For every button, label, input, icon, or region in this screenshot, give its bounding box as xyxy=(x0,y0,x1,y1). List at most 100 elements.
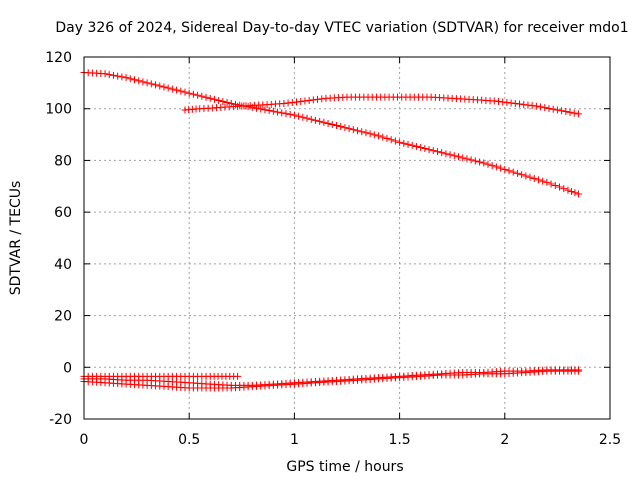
data-point xyxy=(570,109,578,117)
data-point xyxy=(109,71,117,79)
data-point xyxy=(471,157,479,165)
data-point xyxy=(446,151,454,159)
data-point xyxy=(293,98,301,106)
data-point xyxy=(173,86,181,94)
data-point xyxy=(307,115,315,123)
data-point xyxy=(345,125,353,133)
data-point xyxy=(522,172,530,180)
data-point xyxy=(269,107,277,115)
data-point xyxy=(370,131,378,139)
chart-title: Day 326 of 2024, Sidereal Day-to-day VTE… xyxy=(55,20,628,36)
data-point xyxy=(309,96,317,104)
data-point xyxy=(299,113,307,121)
data-point xyxy=(375,132,383,140)
data-point xyxy=(545,104,553,112)
data-point xyxy=(417,144,425,151)
data-point xyxy=(507,99,515,107)
data-point xyxy=(425,146,433,154)
data-point xyxy=(562,108,570,116)
data-point xyxy=(400,139,408,147)
data-point xyxy=(408,141,416,149)
data-point xyxy=(341,124,349,132)
data-point xyxy=(564,186,572,194)
y-axis-label: SDTVAR / TECUs xyxy=(8,181,24,296)
data-point xyxy=(122,74,130,82)
data-point xyxy=(566,108,574,116)
data-point xyxy=(547,180,555,188)
data-point xyxy=(118,73,126,81)
data-point xyxy=(541,104,549,112)
data-point xyxy=(223,99,231,107)
data-point xyxy=(433,148,441,156)
data-point xyxy=(215,96,223,104)
data-point xyxy=(362,129,370,137)
plot-frame xyxy=(83,56,611,420)
data-point xyxy=(189,90,197,98)
x-tick-label: 2 xyxy=(500,432,509,448)
series-1 xyxy=(181,93,582,118)
data-point xyxy=(442,150,450,158)
data-point xyxy=(318,95,326,103)
data-point xyxy=(571,189,579,197)
data-point xyxy=(354,127,362,135)
data-point xyxy=(509,168,517,176)
data-point xyxy=(168,85,176,93)
data-point xyxy=(303,114,311,122)
data-point xyxy=(181,88,189,96)
data-point xyxy=(513,169,521,177)
data-point xyxy=(311,116,319,124)
data-point xyxy=(553,106,561,114)
data-point xyxy=(101,70,109,78)
x-tick-label: 0 xyxy=(80,432,89,448)
data-point xyxy=(574,366,582,374)
data-point xyxy=(257,105,265,113)
data-point xyxy=(438,149,446,157)
data-point xyxy=(332,122,340,130)
data-point xyxy=(383,134,391,142)
data-point xyxy=(549,105,557,113)
data-point xyxy=(503,99,511,107)
y-tick-label: 20 xyxy=(54,309,72,325)
data-point xyxy=(156,82,164,90)
data-point xyxy=(574,190,582,198)
data-point xyxy=(497,164,505,172)
data-point xyxy=(177,87,185,95)
data-point xyxy=(105,71,113,79)
data-point xyxy=(284,99,292,107)
data-point xyxy=(143,79,151,87)
data-point xyxy=(543,178,551,186)
data-point xyxy=(499,98,507,106)
data-point xyxy=(337,123,345,131)
data-point xyxy=(511,100,519,108)
y-tick-label: 0 xyxy=(63,360,72,376)
axis-ticks: 0 0.5 1 1.5 2 2.5 -20 0 20 40 60 80 100 120 xyxy=(45,50,621,448)
data-point xyxy=(520,101,528,109)
x-tick-label: 0.5 xyxy=(178,432,200,448)
data-point xyxy=(567,187,575,195)
data-point xyxy=(160,83,168,91)
data-point xyxy=(516,100,524,108)
data-point xyxy=(130,76,138,84)
data-point xyxy=(396,138,404,146)
data-point xyxy=(152,81,160,89)
data-point xyxy=(459,154,467,162)
data-point xyxy=(328,120,336,128)
data-point xyxy=(476,158,484,166)
data-point xyxy=(560,185,568,193)
data-point xyxy=(537,103,545,111)
data-point xyxy=(295,112,303,120)
data-point xyxy=(518,171,526,179)
data-point xyxy=(391,137,399,145)
data-point xyxy=(534,176,542,184)
data-point xyxy=(164,84,172,92)
y-tick-label: 80 xyxy=(54,153,72,169)
data-point xyxy=(297,97,305,105)
data-point xyxy=(501,165,509,173)
data-point xyxy=(488,162,496,170)
data-point xyxy=(421,145,429,153)
data-point xyxy=(379,133,387,141)
data-point xyxy=(198,92,206,100)
data-point xyxy=(316,117,324,125)
data-point xyxy=(206,94,214,102)
data-point xyxy=(455,153,463,161)
